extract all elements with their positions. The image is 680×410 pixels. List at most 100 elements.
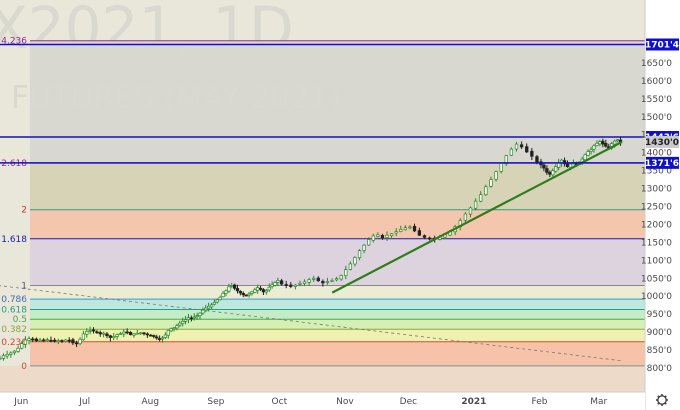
candle-body <box>142 332 146 335</box>
candle <box>586 149 590 157</box>
x-tick-label: Oct <box>272 397 288 407</box>
candle <box>264 289 268 295</box>
candle-body <box>284 284 288 286</box>
candle-body <box>598 141 602 145</box>
candle <box>244 294 248 297</box>
price-tag-label: 1701'4 <box>645 40 679 50</box>
candle-body <box>235 288 240 292</box>
candle-body <box>157 338 162 340</box>
candle <box>468 206 473 218</box>
candle-body <box>42 339 46 342</box>
candle-body <box>128 332 133 335</box>
price-axis[interactable]: 800'0 850'0 900'0 950'0 1000'0 1050'0 1100'0 11… <box>641 0 680 410</box>
candle-body <box>417 230 422 236</box>
candle-body <box>186 317 191 320</box>
candle <box>357 249 362 261</box>
candle-body <box>34 338 39 342</box>
candle <box>238 290 243 296</box>
x-tick-label: Sep <box>207 397 224 407</box>
candle <box>88 326 92 335</box>
candle-body <box>389 233 394 237</box>
candle-body <box>160 337 165 340</box>
candle <box>284 280 288 289</box>
candle <box>422 234 427 240</box>
settings-gear-icon[interactable] <box>656 394 668 406</box>
candle-body <box>118 333 123 335</box>
candle-body <box>230 285 234 287</box>
time-axis-background <box>0 392 645 410</box>
x-tick-label: Aug <box>142 397 160 407</box>
candle-body <box>489 179 493 187</box>
candle-body <box>362 244 366 251</box>
y-tick-label: 1500'0 <box>641 113 672 123</box>
y-tick-label: 1300'0 <box>641 185 672 195</box>
candle <box>118 331 123 335</box>
candle <box>45 337 49 342</box>
candle <box>12 350 17 356</box>
price-tag-label: 1430'0 <box>645 138 679 148</box>
candle-body <box>98 332 102 335</box>
fib-label: 0.236 <box>1 338 27 348</box>
candle-body <box>71 339 75 344</box>
candle-body <box>494 171 498 180</box>
candle-body <box>279 280 284 285</box>
fib-label: 4.236 <box>1 37 27 47</box>
x-tick-label: 2021 <box>461 397 486 407</box>
candle-body <box>95 331 99 334</box>
candle-body <box>181 320 185 325</box>
candle <box>525 143 529 153</box>
candle-body <box>519 144 524 148</box>
candle <box>175 323 179 331</box>
candle-body <box>542 164 546 169</box>
candle-body <box>273 282 277 286</box>
fib-label: 2.618 <box>1 159 27 169</box>
candle <box>362 243 366 254</box>
candle-body <box>316 277 320 282</box>
candle-body <box>212 301 217 305</box>
candle-body <box>74 342 79 345</box>
candle <box>192 313 196 321</box>
candle-body <box>67 339 71 342</box>
candle-body <box>601 140 605 145</box>
candle-body <box>473 200 478 209</box>
candle <box>376 232 380 238</box>
candle-body <box>256 287 260 291</box>
candle-body <box>499 163 503 172</box>
candle-body <box>595 142 599 146</box>
fib-band <box>30 341 645 366</box>
candle-body <box>551 170 555 176</box>
candle-body <box>264 290 268 293</box>
candle <box>204 304 208 313</box>
candle-body <box>241 293 245 296</box>
candle <box>232 283 237 291</box>
candle-body <box>132 333 136 336</box>
candle-body <box>9 352 13 355</box>
y-tick-label: 1000'0 <box>641 292 672 302</box>
candle-body <box>155 336 159 339</box>
candle-body <box>145 333 150 336</box>
candle-body <box>302 281 307 284</box>
candle-body <box>509 148 514 156</box>
candle <box>20 341 24 350</box>
candle <box>519 141 524 150</box>
candle-body <box>218 296 222 301</box>
fib-band <box>30 163 645 210</box>
time-axis[interactable]: Jun Jul Aug Sep Oct Nov Dec 2021 Feb Mar <box>0 391 645 410</box>
candle-body <box>221 293 225 297</box>
candle <box>112 332 116 341</box>
candle <box>276 277 280 287</box>
candle <box>316 276 320 282</box>
y-tick-label: 1550'0 <box>641 95 672 105</box>
candle <box>27 336 31 345</box>
candle-body <box>312 277 316 280</box>
candle-body <box>1 355 6 359</box>
candle-body <box>554 166 558 172</box>
candle <box>56 338 60 345</box>
candle-body <box>27 338 31 341</box>
candle-body <box>209 304 214 308</box>
candle-body <box>166 329 170 336</box>
candle-body <box>244 294 248 297</box>
candle <box>554 164 558 173</box>
candle <box>504 154 508 166</box>
candle-body <box>5 354 9 357</box>
